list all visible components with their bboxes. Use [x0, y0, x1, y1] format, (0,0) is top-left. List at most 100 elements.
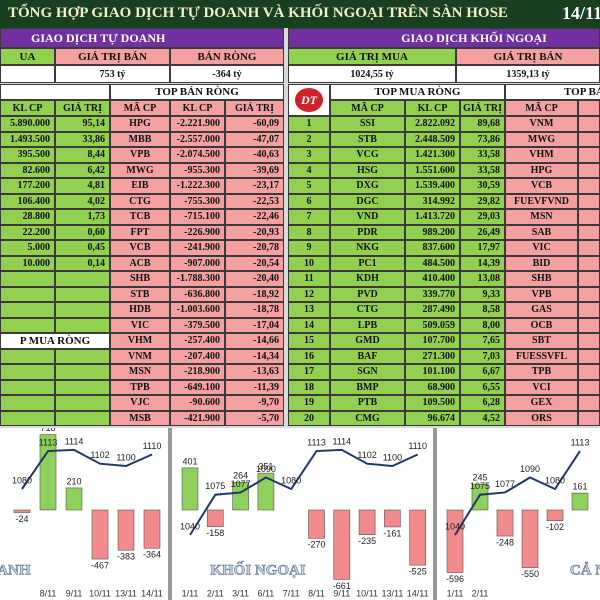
sell-cell: CTG [110, 193, 170, 209]
sell-cell: -955.300 [170, 162, 225, 178]
sell-cell: SAB [505, 224, 578, 240]
buy-cell: 2.448.509 [405, 131, 460, 147]
section-header: P MUA RÒNG [0, 333, 110, 349]
sell-cell: MSN [110, 364, 170, 380]
buy-cell: 1.493.500 [0, 131, 55, 147]
bar-label: -158 [206, 528, 224, 538]
buy-cell: 9,33 [460, 286, 505, 302]
buy-cell [55, 302, 110, 318]
buy-cell: 1.539.400 [405, 178, 460, 194]
buy-cell: 101.100 [405, 364, 460, 380]
line-label: 1077 [495, 479, 515, 489]
buy-cell: 177.200 [0, 178, 55, 194]
sell-cell [578, 131, 600, 147]
sell-cell: -9,70 [225, 395, 284, 411]
line-label: 1040 [180, 521, 200, 531]
sell-cell: -226.900 [170, 224, 225, 240]
row-index: 20 [288, 410, 330, 426]
buy-cell [0, 379, 55, 395]
sell-cell: -1.003.600 [170, 302, 225, 318]
bar [91, 509, 109, 560]
x-tick-label: 8/11 [40, 588, 57, 598]
sell-cell: SBT [505, 333, 578, 349]
sell-cell [578, 116, 600, 132]
sell-cell: VHM [110, 333, 170, 349]
buy-cell: DGC [330, 193, 405, 209]
buy-cell [55, 410, 110, 426]
buy-cell [55, 317, 110, 333]
buy-cell: 1.421.300 [405, 147, 460, 163]
sell-cell: MSN [505, 209, 578, 225]
x-tick-label: 9/11 [333, 588, 350, 598]
x-tick-label: 8/11 [308, 588, 325, 598]
sell-cell [578, 255, 600, 271]
buy-cell: 28.800 [0, 209, 55, 225]
sell-cell: VCB [110, 240, 170, 256]
sell-cell: FUESSVFL [505, 348, 578, 364]
row-index: 18 [288, 379, 330, 395]
sell-cell: TCB [110, 209, 170, 225]
sell-cell [578, 271, 600, 287]
section-header: TOP BÁN RÒNG [505, 84, 600, 100]
bar [308, 509, 325, 539]
row-index: 14 [288, 317, 330, 333]
buy-cell: VCG [330, 147, 405, 163]
buy-cell: 73,86 [460, 131, 505, 147]
buy-cell: SGN [330, 364, 405, 380]
section-header [0, 84, 110, 100]
column-header: KL CP [405, 100, 460, 116]
row-index: 10 [288, 255, 330, 271]
sell-cell [578, 178, 600, 194]
buy-cell: GMD [330, 333, 405, 349]
sell-cell: VCB [505, 178, 578, 194]
line-label: 1075 [470, 481, 490, 491]
x-tick-label: 6/11 [257, 588, 274, 598]
buy-cell: HSG [330, 162, 405, 178]
bar-label: 210 [66, 476, 81, 486]
sell-cell [578, 348, 600, 364]
sell-cell: STB [110, 286, 170, 302]
sell-cell [578, 333, 600, 349]
line-label: 1080 [281, 475, 301, 485]
sell-cell [578, 364, 600, 380]
summary-value: -364 tỷ [170, 65, 284, 83]
sell-cell: -60,09 [225, 116, 284, 132]
bar-label: -364 [143, 550, 161, 560]
row-index: 3 [288, 147, 330, 163]
buy-cell: 837.600 [405, 240, 460, 256]
row-index: 4 [288, 162, 330, 178]
x-tick-label: 14/11 [407, 588, 429, 598]
bar-label: -102 [546, 522, 564, 532]
bar [358, 509, 376, 535]
bar-label: -24 [15, 514, 28, 524]
sell-cell [578, 379, 600, 395]
row-index: 17 [288, 364, 330, 380]
buy-cell [0, 410, 55, 426]
sell-cell: VJC [110, 395, 170, 411]
line-label: 1090 [256, 464, 276, 474]
line-label: 1100 [116, 452, 135, 462]
row-index: 13 [288, 302, 330, 318]
buy-cell [55, 379, 110, 395]
line-label: 1080 [545, 475, 565, 485]
buy-cell: 5.000 [0, 240, 55, 256]
bar-label: -661 [333, 581, 351, 591]
buy-cell: 8,00 [460, 317, 505, 333]
summary-value: 753 tỷ [55, 65, 170, 83]
separator [168, 428, 172, 600]
line-label: 1102 [357, 450, 376, 460]
sell-cell: -17,04 [225, 317, 284, 333]
sell-cell: MWG [505, 131, 578, 147]
sell-cell: VNM [505, 116, 578, 132]
bar [117, 509, 135, 551]
buy-cell: 410.400 [405, 271, 460, 287]
buy-cell: PVD [330, 286, 405, 302]
buy-cell: 0,60 [55, 224, 110, 240]
chart-caption: ANH [0, 562, 31, 578]
buy-cell: 13,08 [460, 271, 505, 287]
buy-cell [0, 395, 55, 411]
sell-cell: TPB [505, 364, 578, 380]
row-index: 2 [288, 131, 330, 147]
sell-cell: SHB [110, 271, 170, 287]
summary-label: GIÁ TRỊ MUA [288, 48, 456, 65]
